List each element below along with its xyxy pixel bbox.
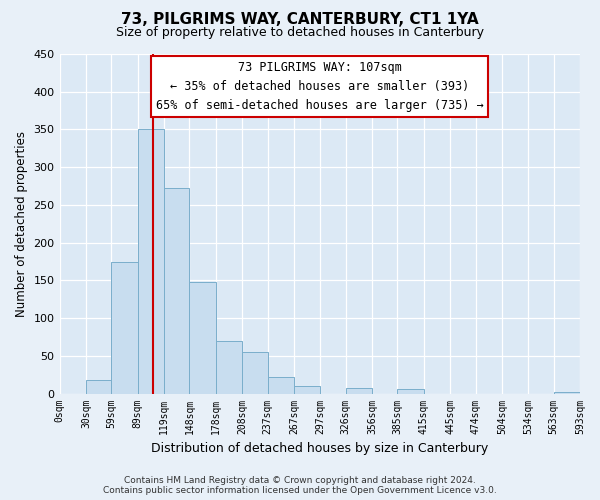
Bar [137, 130, 164, 394]
Bar [554, 392, 580, 394]
Bar [86, 380, 112, 394]
Bar [268, 377, 294, 394]
Bar [216, 340, 242, 394]
Bar [346, 388, 372, 394]
Y-axis label: Number of detached properties: Number of detached properties [15, 131, 28, 317]
Text: Contains HM Land Registry data © Crown copyright and database right 2024.
Contai: Contains HM Land Registry data © Crown c… [103, 476, 497, 495]
Bar [112, 262, 137, 394]
Text: 73, PILGRIMS WAY, CANTERBURY, CT1 1YA: 73, PILGRIMS WAY, CANTERBURY, CT1 1YA [121, 12, 479, 28]
Bar [164, 188, 190, 394]
Bar [397, 389, 424, 394]
Bar [242, 352, 268, 394]
Bar [190, 282, 216, 394]
Bar [294, 386, 320, 394]
Text: 73 PILGRIMS WAY: 107sqm
← 35% of detached houses are smaller (393)
65% of semi-d: 73 PILGRIMS WAY: 107sqm ← 35% of detache… [156, 61, 484, 112]
Text: Size of property relative to detached houses in Canterbury: Size of property relative to detached ho… [116, 26, 484, 39]
X-axis label: Distribution of detached houses by size in Canterbury: Distribution of detached houses by size … [151, 442, 488, 455]
